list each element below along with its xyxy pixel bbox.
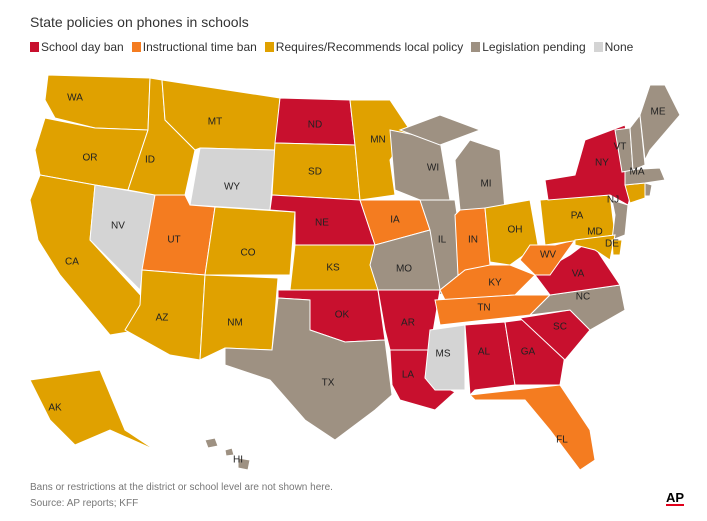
state-mi: [398, 114, 482, 146]
state-label-nm: NM: [227, 318, 243, 329]
state-label-wv: WV: [540, 250, 556, 261]
legend-swatch: [30, 42, 39, 52]
legend-label: School day ban: [41, 40, 124, 54]
state-md: [574, 234, 616, 261]
state-label-sd: SD: [308, 167, 322, 178]
state-label-nv: NV: [111, 221, 125, 232]
state-label-vt: VT: [614, 142, 627, 153]
state-me: [639, 84, 681, 162]
legend-swatch: [264, 42, 274, 52]
state-label-de: DE: [605, 239, 619, 250]
state-label-md: MD: [587, 227, 603, 238]
footnote: Bans or restrictions at the district or …: [30, 482, 333, 493]
state-label-nd: ND: [308, 120, 322, 131]
state-label-ut: UT: [167, 235, 180, 246]
legend-label: Requires/Recommends local policy: [275, 40, 464, 54]
state-label-ia: IA: [390, 215, 400, 226]
state-ms: [424, 324, 466, 391]
state-wy: [189, 147, 276, 211]
state-fl: [468, 384, 596, 471]
state-tx: [224, 297, 393, 441]
state-label-me: ME: [651, 107, 666, 118]
state-ma: [624, 167, 666, 186]
legend-label: Instructional time ban: [142, 40, 257, 54]
state-label-pa: PA: [571, 211, 584, 222]
state-label-sc: SC: [553, 322, 567, 333]
state-label-oh: OH: [508, 225, 523, 236]
state-label-mn: MN: [370, 135, 386, 146]
state-label-ma: MA: [630, 167, 645, 178]
legend-item-local-policy: Requires/Recommends local policy: [264, 40, 464, 54]
state-ak: [29, 369, 156, 451]
map-title: State policies on phones in schools: [30, 14, 249, 30]
state-label-mo: MO: [396, 264, 412, 275]
state-label-va: VA: [572, 269, 585, 280]
legend-item-legislation-pending: Legislation pending: [471, 40, 586, 54]
state-de: [611, 239, 623, 256]
state-label-wy: WY: [224, 182, 240, 193]
state-label-co: CO: [241, 248, 256, 259]
state-label-al: AL: [478, 347, 491, 358]
legend: School day ban Instructional time ban Re…: [30, 40, 641, 54]
state-label-hi: HI: [233, 455, 243, 466]
source: Source: AP reports; KFF: [30, 498, 139, 509]
legend-item-instructional-time-ban: Instructional time ban: [131, 40, 257, 54]
state-mi: [454, 139, 506, 211]
legend-swatch: [593, 42, 603, 52]
state-label-in: IN: [468, 235, 478, 246]
state-label-ne: NE: [315, 218, 329, 229]
state-label-ny: NY: [595, 158, 609, 169]
legend-swatch: [131, 42, 141, 52]
state-label-ar: AR: [401, 318, 415, 329]
state-label-mi: MI: [480, 179, 491, 190]
state-label-az: AZ: [156, 313, 169, 324]
state-label-ms: MS: [436, 349, 451, 360]
state-label-fl: FL: [556, 435, 568, 446]
state-label-ak: AK: [48, 403, 62, 414]
legend-item-none: None: [593, 40, 634, 54]
state-va: [534, 239, 621, 296]
state-co: [204, 206, 296, 276]
state-mn: [349, 99, 411, 201]
state-label-mt: MT: [208, 117, 222, 128]
state-label-il: IL: [438, 235, 447, 246]
legend-label: None: [604, 40, 634, 54]
state-label-ks: KS: [326, 263, 340, 274]
state-label-id: ID: [145, 155, 155, 166]
state-ri: [644, 182, 653, 197]
state-label-wi: WI: [427, 163, 439, 174]
state-label-tn: TN: [477, 303, 490, 314]
state-label-tx: TX: [322, 378, 335, 389]
legend-label: Legislation pending: [482, 40, 586, 54]
state-hi: [204, 437, 251, 471]
state-label-la: LA: [402, 370, 415, 381]
state-label-nj: NJ: [607, 195, 619, 206]
legend-swatch: [471, 42, 481, 52]
state-label-or: OR: [83, 153, 98, 164]
state-al: [464, 321, 516, 397]
state-label-wa: WA: [67, 93, 83, 104]
legend-item-school-day-ban: School day ban: [30, 40, 124, 54]
state-wv: [519, 239, 577, 276]
state-nj: [611, 199, 629, 241]
ap-logo: AP: [666, 490, 685, 506]
state-label-ga: GA: [521, 347, 536, 358]
state-label-ca: CA: [65, 257, 79, 268]
state-label-ky: KY: [488, 278, 502, 289]
state-label-nc: NC: [576, 292, 590, 303]
state-label-ok: OK: [335, 310, 350, 321]
